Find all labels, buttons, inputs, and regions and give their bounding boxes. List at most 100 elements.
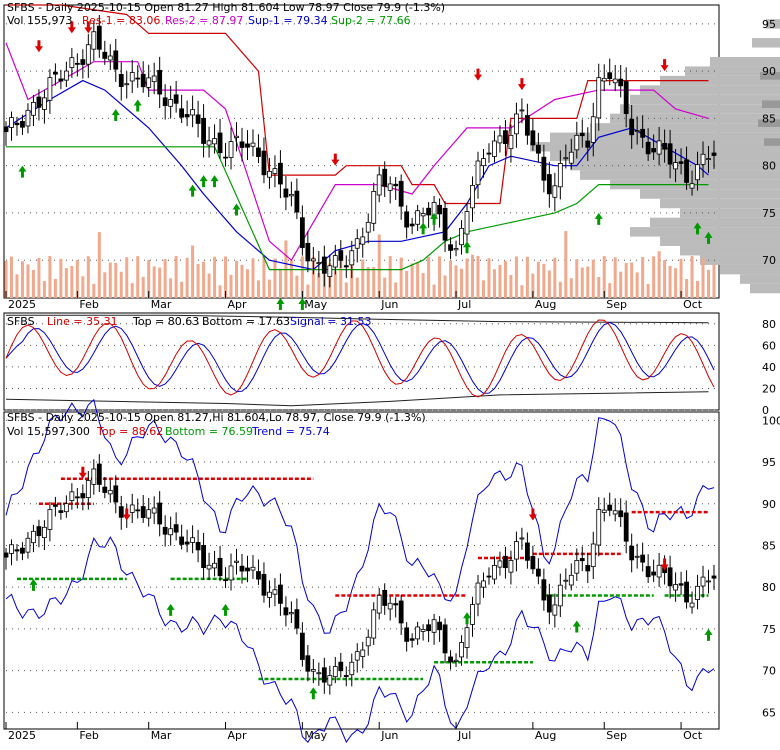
volume-bar xyxy=(696,280,700,298)
candle-body xyxy=(36,96,42,108)
candle-body xyxy=(190,537,196,543)
candle-body xyxy=(382,589,388,606)
candle-body xyxy=(52,71,58,75)
candle-body xyxy=(305,242,311,262)
x-tick-label: Oct xyxy=(683,729,703,742)
candle-body xyxy=(338,661,344,672)
bottom-legend-top: Top = 88.62 xyxy=(96,425,163,438)
bottom-title: SFBS - Daily 2025-10-15 Open 81.27,Hi 81… xyxy=(7,411,426,424)
volume-bar xyxy=(240,264,244,298)
volume-bar xyxy=(679,258,683,298)
volume-bar xyxy=(454,265,458,298)
candle-body xyxy=(267,591,272,598)
candle-body xyxy=(695,164,700,181)
buy-arrow-icon xyxy=(188,184,197,197)
volume-bar xyxy=(646,283,650,298)
candle-body xyxy=(640,128,646,138)
candle-body xyxy=(420,628,426,632)
candle-body xyxy=(546,594,552,613)
profile-dark-bar xyxy=(758,119,780,127)
candle-body xyxy=(552,185,558,198)
volume-bar xyxy=(399,257,403,298)
candle-body xyxy=(541,579,547,601)
x-tick-label: Mar xyxy=(151,729,172,742)
candle-body xyxy=(409,223,415,227)
volume-bars xyxy=(4,231,716,298)
volume-bar xyxy=(432,284,436,298)
candle-body xyxy=(640,554,646,563)
candle-body xyxy=(212,138,217,145)
candle-body xyxy=(299,217,305,248)
profile-bar xyxy=(752,38,780,48)
candle-body xyxy=(234,560,239,563)
candle-body xyxy=(91,31,97,50)
bollinger-and-levels xyxy=(5,398,715,744)
profile-bar xyxy=(660,198,780,209)
volume-bar xyxy=(630,262,634,298)
buy-arrow-icon xyxy=(232,203,241,216)
volume-bar xyxy=(256,280,260,298)
volume-bar xyxy=(136,256,140,298)
candle-body xyxy=(31,530,36,544)
candle-body xyxy=(618,510,624,518)
buy-arrow-icon xyxy=(133,99,142,112)
volume-bar xyxy=(42,281,46,298)
volume-bar xyxy=(668,265,672,298)
candle-body xyxy=(514,113,519,135)
candle-body xyxy=(69,57,75,68)
sup2-line xyxy=(6,146,709,271)
y-tick-label: 85 xyxy=(762,112,776,125)
candle-body xyxy=(689,183,695,189)
volume-bar xyxy=(383,277,387,298)
candle-body xyxy=(168,528,174,536)
x-axis-bottom: 2025 Feb Mar Apr May Jun Jul Aug Sep Oct xyxy=(5,722,703,742)
candle-body xyxy=(503,130,508,144)
candle-body xyxy=(85,480,91,498)
volume-bar xyxy=(525,256,529,298)
volume-bar xyxy=(421,273,425,298)
candle-body xyxy=(420,213,426,217)
y-tick-label: 90 xyxy=(762,65,776,78)
x-tick-label: Jun xyxy=(380,729,398,742)
sell-arrow-icon xyxy=(517,78,526,91)
candle-body xyxy=(283,607,289,616)
candle-body xyxy=(601,509,607,513)
sell-arrow-icon xyxy=(122,508,131,521)
candle-body xyxy=(146,509,152,519)
candle-body xyxy=(426,207,432,216)
candle-body xyxy=(568,151,574,164)
volume-bar xyxy=(295,275,299,298)
candle-body xyxy=(354,651,360,661)
candle-body xyxy=(684,581,689,603)
candle-body xyxy=(508,134,514,150)
candle-body xyxy=(651,148,657,153)
candle-body xyxy=(492,140,497,157)
candle-body xyxy=(343,265,349,268)
candle-body xyxy=(294,190,300,213)
candle-body xyxy=(113,50,119,70)
volume-bar xyxy=(9,256,13,298)
candle-body xyxy=(201,545,206,568)
candle-body xyxy=(129,504,135,513)
volume-bar xyxy=(278,268,282,298)
volume-bar xyxy=(141,276,145,298)
osc-top-line xyxy=(6,314,709,324)
candle-body xyxy=(492,564,497,580)
volume-bar xyxy=(531,273,535,298)
volume-bar xyxy=(663,260,667,298)
candle-body xyxy=(711,152,717,156)
buy-arrow-icon xyxy=(276,298,285,310)
candle-body xyxy=(162,526,168,535)
upper-band xyxy=(5,398,715,634)
candle-body xyxy=(245,143,250,148)
profile-bar xyxy=(740,274,780,284)
profile-dark-bar xyxy=(760,72,780,80)
top-legend-sup1: Sup-1 = 79.34 xyxy=(248,14,328,27)
candle-body xyxy=(398,180,404,207)
buy-arrow-icon xyxy=(463,612,472,625)
candle-body xyxy=(316,262,322,265)
candle-body xyxy=(173,524,179,533)
candle-body xyxy=(310,258,316,262)
candle-body xyxy=(96,463,102,485)
volume-bar xyxy=(147,259,151,298)
